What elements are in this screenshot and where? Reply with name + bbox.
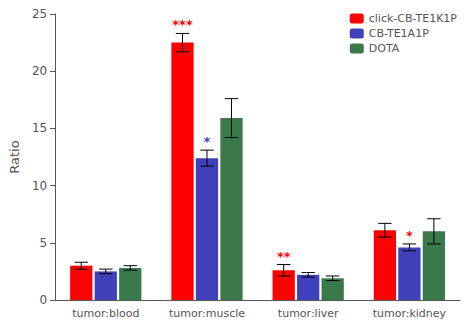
svg-text:DOTA: DOTA — [369, 42, 400, 55]
svg-text:15: 15 — [32, 121, 47, 135]
svg-text:tumor:muscle: tumor:muscle — [169, 307, 245, 320]
svg-text:*: * — [406, 228, 413, 243]
svg-text:10: 10 — [32, 179, 47, 193]
svg-text:25: 25 — [32, 7, 47, 21]
svg-text:Ratio: Ratio — [7, 140, 22, 173]
svg-text:tumor:liver: tumor:liver — [278, 307, 339, 320]
svg-text:tumor:kidney: tumor:kidney — [373, 307, 447, 320]
svg-text:tumor:blood: tumor:blood — [72, 307, 139, 320]
svg-text:*: * — [204, 134, 211, 149]
svg-text:0: 0 — [40, 293, 48, 307]
svg-text:***: *** — [172, 17, 193, 32]
svg-text:click-CB-TE1K1P: click-CB-TE1K1P — [369, 12, 458, 25]
svg-text:20: 20 — [32, 64, 47, 78]
svg-text:CB-TE1A1P: CB-TE1A1P — [369, 27, 429, 40]
svg-text:**: ** — [277, 249, 291, 264]
svg-text:5: 5 — [40, 236, 48, 250]
